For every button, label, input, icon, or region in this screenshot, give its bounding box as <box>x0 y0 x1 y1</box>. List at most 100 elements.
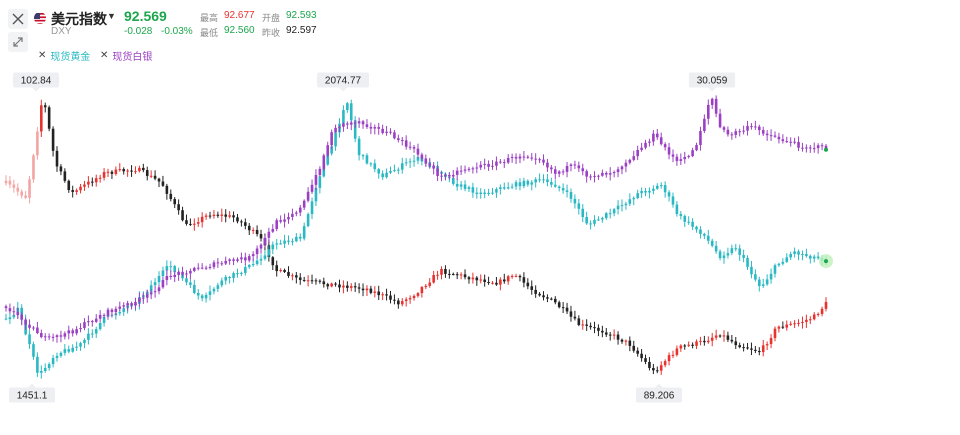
candle <box>683 344 687 350</box>
candle <box>275 260 279 277</box>
candle <box>608 331 612 341</box>
candle <box>157 284 161 295</box>
candle <box>777 262 781 267</box>
candle <box>40 365 43 379</box>
candle <box>346 121 349 130</box>
candle <box>483 274 486 287</box>
expand-button[interactable] <box>8 32 28 52</box>
candle <box>487 276 490 285</box>
candle <box>87 315 90 327</box>
candle <box>695 142 698 152</box>
candle <box>648 357 651 371</box>
candle <box>12 306 16 316</box>
candle <box>502 159 506 168</box>
candle <box>777 325 781 333</box>
candle <box>534 153 537 165</box>
candle <box>106 307 110 320</box>
candle <box>538 173 541 183</box>
candle <box>420 285 424 298</box>
candle <box>389 128 392 135</box>
close-button[interactable] <box>8 9 28 29</box>
candle <box>255 245 259 259</box>
candle <box>98 310 102 323</box>
candle <box>542 174 545 184</box>
candle <box>149 170 153 179</box>
candle <box>8 303 12 314</box>
price-change: -0.028 <box>124 26 153 37</box>
candle <box>510 274 514 279</box>
candle <box>455 167 459 181</box>
candle <box>118 301 122 312</box>
candle <box>334 131 337 151</box>
candle <box>597 324 600 337</box>
remove-icon[interactable]: ✕ <box>38 50 47 61</box>
candle <box>487 160 490 171</box>
candle <box>259 229 263 242</box>
candle <box>71 328 74 337</box>
candle <box>51 354 55 368</box>
candle <box>173 270 177 283</box>
candle <box>251 227 255 234</box>
candle <box>667 352 671 366</box>
candle <box>63 331 67 340</box>
candle <box>353 282 357 292</box>
candle <box>471 182 475 198</box>
candle <box>228 211 231 219</box>
candle <box>734 336 738 350</box>
instrument-title[interactable]: 美元指数 <box>51 11 107 27</box>
candle <box>671 149 675 163</box>
candle <box>593 171 596 183</box>
candle <box>746 342 749 350</box>
us-flag-icon <box>34 12 46 24</box>
candle <box>200 263 204 270</box>
candle <box>385 288 388 301</box>
remove-icon[interactable]: ✕ <box>100 50 109 61</box>
candle <box>283 234 286 249</box>
candle <box>530 179 534 191</box>
candle <box>691 218 694 231</box>
candle <box>185 270 188 278</box>
candle <box>546 173 549 187</box>
candle <box>750 123 753 130</box>
candle <box>522 150 526 161</box>
candle <box>47 333 51 340</box>
candle <box>644 188 647 197</box>
candle <box>769 268 773 284</box>
candle <box>318 166 322 177</box>
candle <box>326 141 330 158</box>
candle <box>244 252 247 265</box>
candle <box>730 334 734 344</box>
legend-item-silver[interactable]: ✕ 现货白银 <box>100 48 152 63</box>
candle <box>389 166 392 175</box>
candle <box>797 136 800 152</box>
candle <box>742 249 745 263</box>
svg-text:102.84: 102.84 <box>21 76 52 87</box>
candle <box>165 183 169 200</box>
legend-item-gold[interactable]: ✕ 现货黄金 <box>38 48 90 63</box>
candle <box>612 207 616 217</box>
candle <box>758 124 761 136</box>
candle <box>526 278 530 290</box>
candle <box>451 272 455 276</box>
candle <box>369 285 373 295</box>
candle <box>695 339 698 350</box>
candle <box>79 183 82 194</box>
candle <box>459 165 463 175</box>
candle <box>369 162 373 167</box>
candle <box>287 266 290 278</box>
candle <box>483 189 486 199</box>
candle <box>471 272 475 284</box>
candle <box>687 216 690 225</box>
candle <box>208 263 212 270</box>
candle <box>28 330 31 349</box>
candle <box>761 278 765 289</box>
candle <box>518 178 522 191</box>
candle <box>189 279 192 288</box>
caret-down-icon[interactable]: ▼ <box>107 11 116 21</box>
candle <box>573 160 577 169</box>
candle <box>357 135 361 161</box>
candle <box>655 128 659 140</box>
candle <box>577 199 581 215</box>
candle <box>444 265 447 278</box>
